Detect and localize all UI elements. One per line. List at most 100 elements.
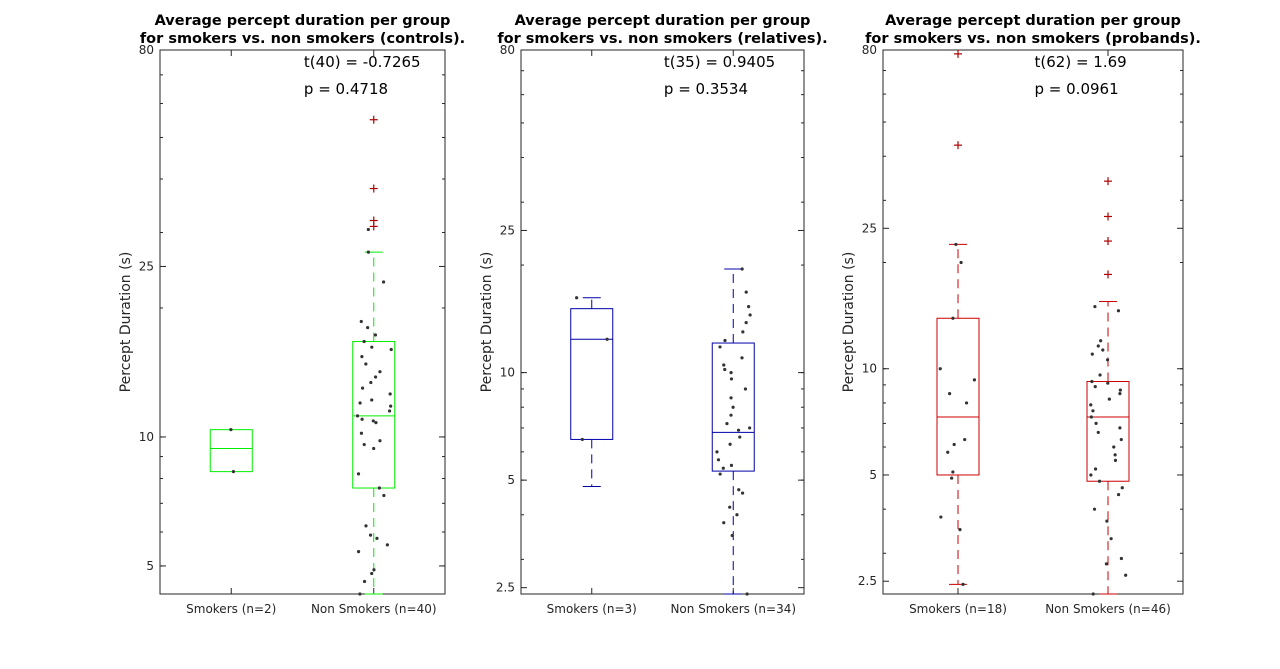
data-point: [382, 493, 386, 498]
y-tick-label: 25: [139, 259, 154, 273]
x-tick-label: Non Smokers (n=46): [1045, 602, 1171, 616]
x-tick-label: Smokers (n=2): [186, 602, 276, 616]
box-1: [570, 297, 614, 487]
data-point: [1098, 373, 1102, 377]
data-point: [360, 355, 364, 359]
data-point: [958, 528, 962, 532]
data-point: [954, 242, 958, 247]
stat-annotation: p = 0.4718: [304, 80, 388, 98]
data-point: [961, 582, 965, 586]
data-point: [1118, 426, 1122, 430]
data-point: [730, 533, 734, 538]
data-point: [356, 550, 361, 554]
data-point: [747, 305, 751, 309]
data-point: [729, 396, 733, 400]
data-point: [725, 421, 729, 426]
x-tick-label: Smokers (n=18): [909, 602, 1007, 616]
data-point: [738, 435, 742, 439]
data-point: [575, 296, 579, 300]
chart-panel-3: 2.5 5 10 25 80 Smokers (n=18) Non Smokers (n=4…: [841, 13, 1201, 616]
outlier-marker: [954, 141, 962, 150]
data-point: [715, 450, 719, 454]
data-point: [722, 521, 726, 525]
data-point: [359, 431, 364, 435]
data-point: [744, 290, 748, 294]
data-point: [938, 367, 942, 371]
data-point: [723, 338, 727, 343]
data-point: [368, 533, 373, 537]
data-point: [372, 446, 376, 451]
x-tick-label: Non Smokers (n=40): [311, 602, 437, 616]
data-point: [1090, 379, 1094, 384]
data-point: [366, 325, 370, 330]
chart-panel-2: 2.5 5 10 25 80 Smokers (n=3) Non Smokers (n=34…: [479, 13, 828, 616]
axes-frame: [520, 49, 805, 595]
data-point: [939, 515, 943, 519]
x-tick-label: Smokers (n=3): [547, 602, 637, 616]
data-point: [1105, 358, 1110, 362]
outlier-marker: [1104, 177, 1112, 186]
data-point: [580, 437, 584, 442]
stat-annotation: p = 0.0961: [1035, 80, 1119, 98]
axes-frame: [159, 49, 446, 595]
data-point: [362, 339, 366, 344]
data-point: [950, 476, 954, 480]
y-tick-label: 80: [500, 43, 515, 57]
axes-frame: [882, 49, 1184, 595]
data-point: [1093, 384, 1097, 389]
data-point: [364, 524, 368, 528]
data-point: [1116, 492, 1121, 497]
y-tick-label: 80: [139, 43, 154, 57]
chart-title: for smokers vs. non smokers (controls).: [140, 31, 465, 47]
data-point: [359, 319, 363, 324]
box-2: [352, 115, 396, 595]
data-point: [1089, 415, 1093, 419]
data-point: [1101, 348, 1105, 352]
data-point: [737, 488, 741, 492]
y-tick-label: 25: [500, 223, 515, 237]
box-iqr: [711, 342, 755, 472]
data-point: [1113, 458, 1118, 462]
chart-title: for smokers vs. non smokers (relatives).: [497, 31, 827, 47]
data-point: [360, 386, 365, 390]
outlier-marker: [369, 115, 378, 124]
data-point: [729, 413, 733, 417]
data-point: [740, 491, 745, 495]
data-point: [1093, 304, 1097, 309]
outlier-marker: [954, 49, 962, 58]
y-tick-label: 5: [869, 468, 877, 482]
data-point: [1092, 507, 1097, 511]
data-point: [951, 470, 955, 474]
y-tick-label: 5: [146, 559, 154, 573]
data-point: [381, 280, 386, 284]
outlier-marker: [1104, 212, 1112, 221]
data-point: [605, 337, 609, 341]
data-point: [358, 592, 362, 596]
y-tick-label: 5: [507, 473, 515, 487]
box-iqr: [936, 317, 980, 476]
data-point: [718, 472, 722, 476]
data-point: [745, 592, 749, 596]
data-point: [748, 313, 752, 317]
y-axis-label: Percept Duration (s): [118, 252, 134, 393]
data-point: [1090, 352, 1094, 356]
data-point: [372, 568, 376, 572]
data-point: [729, 371, 733, 375]
data-point: [1107, 397, 1111, 401]
data-point: [1116, 309, 1121, 313]
y-tick-label: 2.5: [496, 581, 515, 595]
box-iqr: [209, 429, 253, 473]
outlier-marker: [369, 184, 378, 193]
data-point: [1093, 467, 1098, 471]
data-point: [1119, 437, 1123, 442]
data-point: [389, 347, 393, 352]
data-point: [371, 419, 375, 423]
y-tick-label: 25: [862, 221, 877, 235]
chart-title: Average percept duration per group: [885, 13, 1181, 29]
data-point: [1091, 592, 1095, 596]
data-point: [378, 370, 382, 374]
data-point: [1118, 392, 1122, 396]
data-point: [1120, 486, 1124, 490]
data-point: [374, 421, 378, 425]
